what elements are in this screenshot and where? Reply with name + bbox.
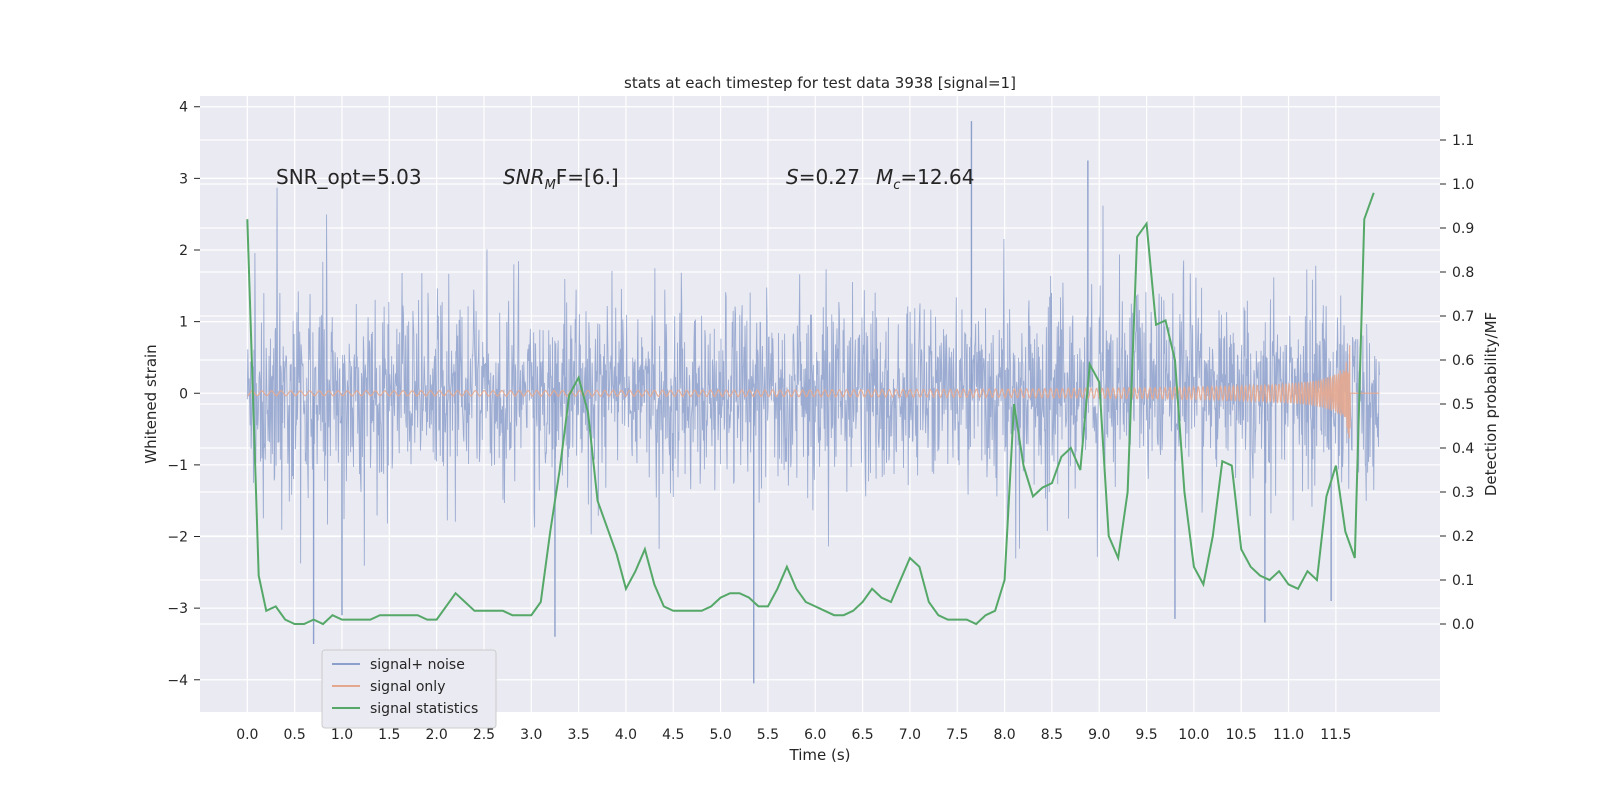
x-tick-label: 0.0 (236, 727, 258, 743)
noise-trace (246, 187, 1380, 566)
mc-subscript: c (893, 178, 900, 193)
x-tick-label: 7.5 (946, 727, 968, 743)
x-tick-label: 1.0 (331, 727, 353, 743)
legend-label-noise: signal+ noise (370, 657, 465, 673)
y-tick-labels: 4 3 2 1 0 −1 −2 −3 −4 (167, 100, 200, 689)
y2-tick-label: 0.5 (1452, 397, 1474, 413)
y-tick-label: −1 (167, 458, 188, 474)
x-tick-label: 10.0 (1178, 727, 1209, 743)
annotation-s-mc: S=0.27 Mc=12.64 (786, 165, 974, 193)
legend: signal+ noise signal only signal statist… (321, 649, 497, 729)
x-tick-label: 11.5 (1320, 727, 1351, 743)
y2-tick-label: 0.6 (1452, 353, 1474, 369)
snr-mf-rest: F=[6.] (556, 165, 619, 189)
mc-value: =12.64 (900, 165, 974, 189)
x-tick-label: 8.0 (993, 727, 1015, 743)
y-tick-label: 4 (179, 100, 188, 116)
x-tick-label: 4.0 (615, 727, 637, 743)
x-tick-label: 0.5 (284, 727, 306, 743)
y2-tick-label: 0.8 (1452, 265, 1474, 281)
x-tick-label: 5.5 (757, 727, 779, 743)
y2-tick-label: 0.1 (1452, 573, 1474, 589)
y2-tick-label: 0.7 (1452, 309, 1474, 325)
x-tick-label: 1.5 (378, 727, 400, 743)
legend-label-signal: signal only (370, 679, 445, 695)
x-tick-label: 3.5 (567, 727, 589, 743)
y2-tick-label: 0.3 (1452, 485, 1474, 501)
y-tick-label: −4 (167, 673, 188, 689)
signal-trace (247, 345, 1380, 439)
x-tick-label: 6.5 (851, 727, 873, 743)
y-tick-label: 3 (179, 171, 188, 187)
y2-tick-label: 0.9 (1452, 221, 1474, 237)
x-tick-label: 3.0 (520, 727, 542, 743)
statistics-line (246, 192, 1375, 626)
x-tick-label: 8.5 (1041, 727, 1063, 743)
y-tick-label: 2 (179, 243, 188, 259)
mc-symbol: M (876, 165, 893, 189)
s-symbol: S (786, 165, 799, 189)
series-signal-statistics (246, 192, 1375, 626)
x-tick-label: 6.0 (804, 727, 826, 743)
s-value: =0.27 (799, 165, 860, 189)
y2-tick-label: 1.0 (1452, 177, 1474, 193)
x-tick-label: 4.5 (662, 727, 684, 743)
y2-tick-label: 0.2 (1452, 529, 1474, 545)
y2-axis-label: Detection probability/MF (1482, 312, 1500, 496)
y2-tick-label: 0.4 (1452, 441, 1474, 457)
legend-label-stat: signal statistics (370, 701, 478, 717)
y2-tick-label: 0.0 (1452, 617, 1474, 633)
x-tick-label: 10.5 (1226, 727, 1257, 743)
chart-title: stats at each timestep for test data 393… (624, 74, 1016, 92)
x-tick-labels: 0.0 0.5 1.0 1.5 2.0 2.5 3.0 3.5 4.0 4.5 5.0 5.5 6.0 6… (236, 727, 1351, 743)
y2-tick-label: 1.1 (1452, 133, 1474, 149)
x-tick-label: 5.0 (709, 727, 731, 743)
annotation-snr-mf: SNRMF=[6.] (503, 165, 619, 193)
series-signal-only (247, 345, 1380, 439)
x-tick-label: 11.0 (1273, 727, 1304, 743)
y-tick-label: −2 (167, 530, 188, 546)
x-tick-label: 9.5 (1135, 727, 1157, 743)
legend-box (321, 649, 497, 729)
y-tick-label: 1 (179, 315, 188, 331)
snr-mf-symbol: SNR (503, 165, 545, 189)
y-axis-label: Whitened strain (142, 344, 160, 463)
y2-tick-labels: 1.1 1.0 0.9 0.8 0.7 0.6 0.5 0.4 0.3 0.2 0.1 0.0 (1440, 133, 1474, 633)
snr-mf-subscript: M (545, 178, 556, 193)
x-tick-label: 7.0 (899, 727, 921, 743)
y-tick-label: 0 (179, 386, 188, 402)
x-tick-label: 2.0 (426, 727, 448, 743)
annotation-snr-opt: SNR_opt=5.03 (276, 165, 422, 189)
x-tick-label: 9.0 (1088, 727, 1110, 743)
x-tick-label: 2.5 (473, 727, 495, 743)
series-signal-plus-noise (246, 121, 1380, 684)
x-axis-label: Time (s) (789, 746, 851, 764)
y-tick-label: −3 (167, 601, 188, 617)
